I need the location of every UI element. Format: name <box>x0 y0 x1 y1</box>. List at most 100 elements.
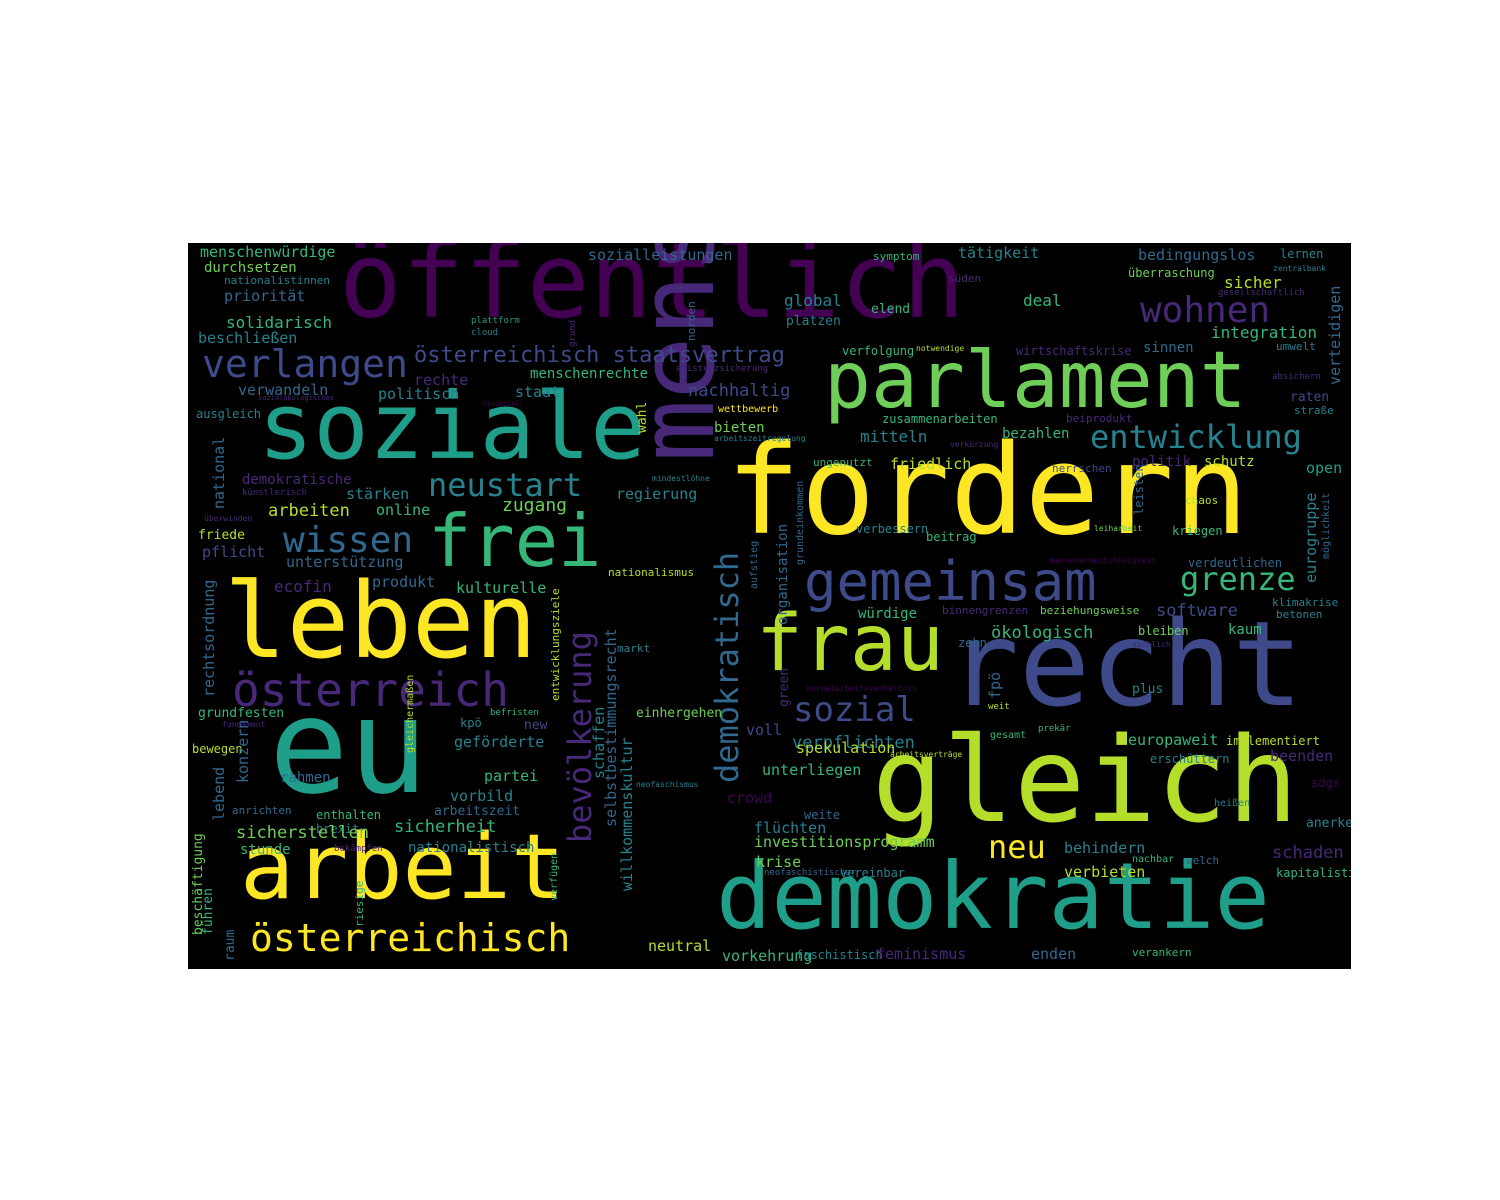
cloud-word: vereinbar <box>840 866 906 880</box>
cloud-word-rotated: leisten <box>1132 464 1146 515</box>
cloud-word: partei <box>484 767 539 785</box>
cloud-word: fundament <box>222 720 266 729</box>
cloud-word: süden <box>948 272 982 285</box>
cloud-word: sozialleistungen <box>588 246 733 264</box>
cloud-word: unterstützung <box>286 553 404 571</box>
cloud-word-rotated: norden <box>685 301 698 341</box>
cloud-word: elend <box>871 302 911 317</box>
cloud-word-rotated: grund <box>568 319 578 347</box>
cloud-word: behindern <box>1064 839 1146 857</box>
cloud-word: integration <box>1211 323 1317 342</box>
cloud-word: nationalismus <box>608 566 695 579</box>
cloud-word: new <box>524 718 548 733</box>
cloud-word: symptom <box>873 250 920 263</box>
cloud-word-rotated: lebend <box>210 766 228 821</box>
cloud-word: kriegen <box>1172 524 1223 538</box>
cloud-word: heißen <box>1214 798 1251 809</box>
cloud-word: arbeit <box>240 815 566 920</box>
cloud-word: menschenrechte <box>530 366 649 382</box>
cloud-word: wohnen <box>1140 290 1271 331</box>
cloud-word-rotated: demokratisch <box>708 551 746 783</box>
cloud-word: pflicht <box>202 543 266 561</box>
cloud-word: schaden <box>1272 843 1344 863</box>
cloud-word: lernen <box>1280 247 1324 261</box>
cloud-word: eu <box>269 670 428 824</box>
cloud-word-rotated: möglichkeit <box>1321 492 1332 559</box>
cloud-word: deal <box>1023 291 1062 310</box>
cloud-word-rotated: beschäftigung <box>191 833 206 935</box>
cloud-word: spekulation <box>796 739 896 757</box>
cloud-word: nachhaltig <box>688 381 791 401</box>
cloud-word: bieten <box>714 420 765 436</box>
cloud-word-rotated: national <box>210 436 228 509</box>
cloud-word: stärken <box>346 485 410 503</box>
cloud-word: sicherstellen <box>236 823 370 843</box>
cloud-word: arbeitszeit <box>434 804 521 819</box>
cloud-word: gesellschaftlich <box>1218 288 1305 298</box>
cloud-word: beschließen <box>198 329 298 347</box>
cloud-word: arbeitsverträge <box>890 750 963 759</box>
cloud-word: brexit <box>316 822 360 836</box>
cloud-word: gesamt <box>990 730 1027 741</box>
cloud-word: staat <box>515 383 561 401</box>
cloud-word: beiprodukt <box>1066 412 1133 425</box>
cloud-word-rotated: entwicklungsziele <box>549 588 562 701</box>
cloud-word: ungenutzt <box>813 456 873 469</box>
cloud-word: nachbar <box>1132 854 1175 865</box>
cloud-word: kapitalistisch <box>1276 866 1351 880</box>
cloud-word: zehn <box>958 636 987 650</box>
cloud-word: ökologisch <box>991 623 1094 643</box>
cloud-word: priorität <box>224 287 306 305</box>
cloud-word: vorkehrung <box>722 947 813 965</box>
cloud-word: plattform <box>471 316 520 326</box>
cloud-word: notwendige <box>916 344 965 353</box>
cloud-word-rotated: grundeinkommen <box>795 480 806 565</box>
cloud-word: plus <box>1132 682 1164 697</box>
cloud-word: friedlich <box>890 455 972 473</box>
cloud-word: betonen <box>1276 608 1323 621</box>
cloud-word: erschüttern <box>1150 752 1230 766</box>
cloud-word: friede <box>198 528 245 543</box>
cloud-word: rahmen <box>280 770 331 786</box>
cloud-word: vorbild <box>450 787 514 805</box>
cloud-word: unterliegen <box>762 761 862 779</box>
cloud-word: verdeutlichen <box>1188 556 1282 570</box>
cloud-word: investitionsprogramm <box>754 833 935 851</box>
word-cloud: öffentlich soziale parlament fordern men… <box>188 243 1351 969</box>
cloud-word: normalarbeitsverhältnis <box>806 684 917 693</box>
cloud-word-rotated: fpö <box>986 671 1004 699</box>
cloud-word-rotated: rechtsordnung <box>200 579 218 697</box>
cloud-word: welch <box>1186 854 1220 867</box>
cloud-word: öffentlich <box>339 243 966 342</box>
cloud-word: befristen <box>490 708 539 718</box>
cloud-word: verkürzung <box>950 440 999 449</box>
cloud-word: überwinden <box>204 514 253 523</box>
cloud-word: demokratie <box>716 843 1270 950</box>
cloud-word: umwelt <box>1276 340 1316 353</box>
cloud-word: platzen <box>786 314 841 329</box>
cloud-word: anrichten <box>232 804 292 817</box>
cloud-word: kulturelle <box>456 579 547 597</box>
cloud-word: beitrag <box>926 530 977 544</box>
cloud-word: regierung <box>616 485 698 503</box>
cloud-word: leben <box>224 560 538 682</box>
cloud-word: software <box>1156 601 1238 621</box>
cloud-word-rotated: willkommenskultur <box>618 737 636 891</box>
cloud-word: zentralbank <box>1273 264 1326 273</box>
cloud-word-rotated: raum <box>223 929 238 961</box>
cloud-word: beenden <box>1270 747 1334 765</box>
cloud-word: kaum <box>1228 622 1262 638</box>
cloud-word: würdige <box>858 606 918 622</box>
cloud-word: einhergehen <box>636 706 723 721</box>
cloud-word: finanziell <box>482 400 525 408</box>
cloud-word: anerkennen <box>1306 816 1351 831</box>
cloud-word-rotated: aufstieg <box>749 540 760 589</box>
cloud-word-rotated: gleichermaßen <box>405 674 416 753</box>
cloud-word: markt <box>617 642 651 655</box>
cloud-word: open <box>1306 459 1343 477</box>
cloud-word: straße <box>1294 404 1334 417</box>
cloud-word: implementiert <box>1226 734 1320 748</box>
cloud-word: sicher <box>1224 273 1282 292</box>
cloud-word: zusammenarbeiten <box>882 412 998 426</box>
cloud-word: massenarbeitslosigkeit <box>1050 556 1156 565</box>
